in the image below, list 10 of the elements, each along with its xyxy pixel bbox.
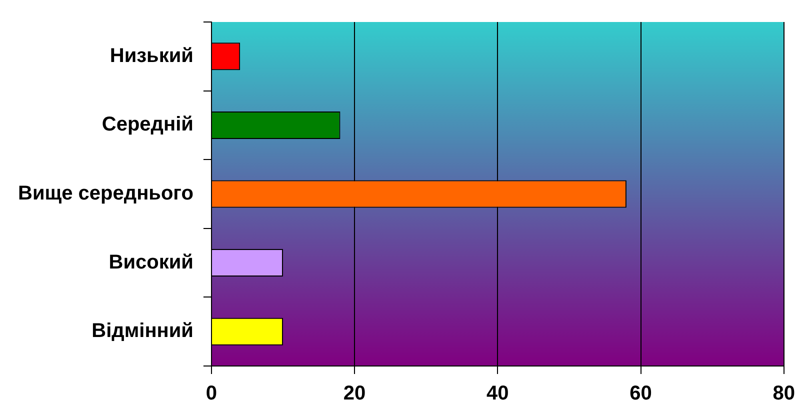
y-tick-label: Відмінний <box>92 320 194 342</box>
x-tick-label: 20 <box>343 382 366 405</box>
x-tick-label: 40 <box>486 382 509 405</box>
x-tick-label: 80 <box>772 382 795 405</box>
y-tick-label: Вище середнього <box>18 182 194 205</box>
y-tick-label: Низький <box>110 44 194 67</box>
x-tick-label: 60 <box>630 382 652 405</box>
y-tick-label: Середній <box>102 114 194 136</box>
y-tick-label: Високий <box>108 251 194 274</box>
x-tick-label: 0 <box>206 382 218 405</box>
